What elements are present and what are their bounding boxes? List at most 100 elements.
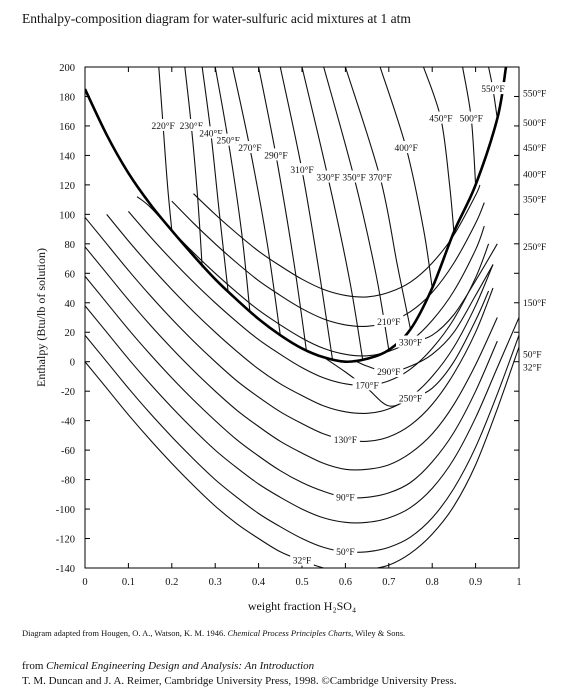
vapor-isotherm-3 <box>214 67 251 312</box>
liquid-isotherm-label-bg-9 <box>374 314 404 327</box>
right-edge-label-8: 32°F <box>523 363 542 374</box>
vapor-isotherm-label-bg-0 <box>148 118 178 131</box>
liquid-isotherm-label-5: 130°F <box>334 435 357 446</box>
x-tick-label-6: 0.6 <box>339 577 352 588</box>
right-edge-label-2: 450°F <box>523 143 546 154</box>
x-tick-label-4: 0.4 <box>252 577 266 588</box>
liquid-isotherm-7 <box>127 211 490 386</box>
liquid-isotherm-5 <box>85 216 494 442</box>
liquid-isotherm-3 <box>85 275 498 499</box>
vapor-isotherm-label-bg-12 <box>456 111 486 124</box>
vapor-isotherm-label-bg-4 <box>235 141 265 154</box>
vapor-isotherm-label-12: 500°F <box>460 114 483 125</box>
x-tick-label-9: 0.9 <box>469 577 482 588</box>
vapor-isotherm-12 <box>462 67 477 185</box>
vapor-isotherm-4 <box>232 67 281 336</box>
vapor-isotherm-label-3: 250°F <box>217 136 240 147</box>
labels-layer: 0 0.1 0.2 0.3 0.4 0.5 0.6 0.7 0.8 0.9 120018016014… <box>34 63 546 613</box>
vapor-isotherm-label-11: 450°F <box>429 114 452 125</box>
vapor-isotherm-6 <box>279 67 333 359</box>
liquid-isotherm-8 <box>136 196 485 357</box>
vapor-isotherm-label-bg-10 <box>391 141 421 154</box>
x-tick-label-8: 0.8 <box>426 577 439 588</box>
y-tick-label-15: -100 <box>56 505 75 516</box>
source-title: Chemical Engineering Design and Analysis… <box>46 660 315 672</box>
liquid-isotherm-label-bg-12 <box>374 365 404 378</box>
vapor-isotherm-label-2: 240°F <box>199 128 222 139</box>
credit-prefix: Diagram adapted from Hougen, O. A., Wats… <box>22 628 228 638</box>
vapor-isotherm-label-5: 290°F <box>264 150 287 161</box>
vapor-isotherm-label-4: 270°F <box>238 143 261 154</box>
x-tick-label-0: 0 <box>82 577 87 588</box>
vapor-isotherm-label-bg-5 <box>261 148 291 161</box>
y-tick-label-10: 0 <box>70 358 75 369</box>
right-edge-label-3: 400°F <box>523 170 546 181</box>
y-tick-label-1: 180 <box>59 92 75 103</box>
liquid-isotherm-12 <box>353 264 494 373</box>
right-edge-label-4: 350°F <box>523 195 546 206</box>
liquid-isotherm-2 <box>85 305 519 524</box>
y-tick-label-0: 200 <box>59 63 75 74</box>
vapor-isotherm-9 <box>344 67 412 330</box>
x-tick-label-1: 0.1 <box>122 577 135 588</box>
right-edge-label-5: 250°F <box>523 242 546 253</box>
x-tick-label-3: 0.3 <box>209 577 222 588</box>
vapor-isotherm-label-7: 330°F <box>316 173 339 184</box>
liquid-isotherm-label-bg-11 <box>396 391 425 404</box>
x-tick-label-10: 1 <box>516 577 521 588</box>
right-edge-label-1: 500°F <box>523 118 546 129</box>
liquid-isotherm-label-7: 170°F <box>355 380 378 391</box>
vapor-isotherm-label-bg-9 <box>365 170 395 183</box>
right-edge-label-7: 50°F <box>523 349 542 360</box>
y-tick-label-2: 160 <box>59 122 75 133</box>
credit-suffix: , Wiley & Sons. <box>351 628 406 638</box>
vapor-isotherm-label-bg-7 <box>313 170 343 183</box>
vapor-isotherm-5 <box>258 67 307 350</box>
vapor-isotherm-0 <box>158 67 173 231</box>
vapor-isotherm-10 <box>379 67 433 289</box>
x-tick-label-5: 0.5 <box>295 577 308 588</box>
y-tick-label-12: -40 <box>61 417 75 428</box>
vapor-isotherm-label-bg-6 <box>287 163 317 176</box>
figure-credit: Diagram adapted from Hougen, O. A., Wats… <box>22 628 405 638</box>
liquid-isotherm-label-12: 290°F <box>377 367 400 378</box>
saturation-boundary-curve <box>85 67 508 364</box>
y-tick-label-17: -140 <box>56 564 75 575</box>
curves-layer <box>85 67 519 568</box>
liquid-isotherm-label-bg-7 <box>352 378 382 391</box>
liquid-isotherm-4 <box>85 246 498 471</box>
x-tick-label-7: 0.7 <box>382 577 395 588</box>
vapor-isotherm-label-9: 370°F <box>368 173 391 184</box>
plot-curves-group <box>85 67 519 568</box>
right-edge-label-6: 150°F <box>523 298 546 309</box>
vapor-isotherm-label-13: 550°F <box>481 84 504 95</box>
y-tick-label-6: 80 <box>65 240 76 251</box>
page-title: Enthalpy-composition diagram for water-s… <box>22 11 411 26</box>
y-tick-label-4: 120 <box>59 181 75 192</box>
vapor-isotherm-8 <box>323 67 390 350</box>
vapor-isotherm-label-0: 220°F <box>151 121 174 132</box>
liquid-isotherm-label-11: 250°F <box>399 394 422 405</box>
vapor-isotherm-label-bg-11 <box>426 111 456 124</box>
vapor-isotherm-label-bg-8 <box>339 170 369 183</box>
y-tick-label-16: -120 <box>56 535 75 546</box>
source-prefix: from <box>22 660 47 672</box>
liquid-isotherm-6 <box>106 214 494 414</box>
liquid-isotherm-label-bg-3 <box>333 490 358 503</box>
y-tick-label-11: -20 <box>61 387 75 398</box>
right-edge-label-0: 550°F <box>523 89 546 100</box>
liquid-isotherm-label-0: 32°F <box>293 556 312 567</box>
source-line-1: from Chemical Engineering Design and Ana… <box>22 660 314 672</box>
axes-layer <box>84 66 520 569</box>
liquid-isotherm-label-3: 90°F <box>336 492 355 503</box>
y-tick-label-3: 140 <box>59 151 75 162</box>
vapor-isotherm-label-bg-13 <box>478 82 508 95</box>
y-axis-title: Enthalpy (Btu/lb of solution) <box>34 248 48 387</box>
liquid-isotherm-label-bg-5 <box>330 432 360 445</box>
vapor-isotherm-label-6: 310°F <box>290 165 313 176</box>
liquid-isotherm-label-bg-0 <box>290 553 314 566</box>
vapor-isotherm-label-10: 400°F <box>394 143 417 154</box>
vapor-isotherm-7 <box>301 67 364 361</box>
liquid-isotherm-label-bg-13 <box>396 335 425 348</box>
